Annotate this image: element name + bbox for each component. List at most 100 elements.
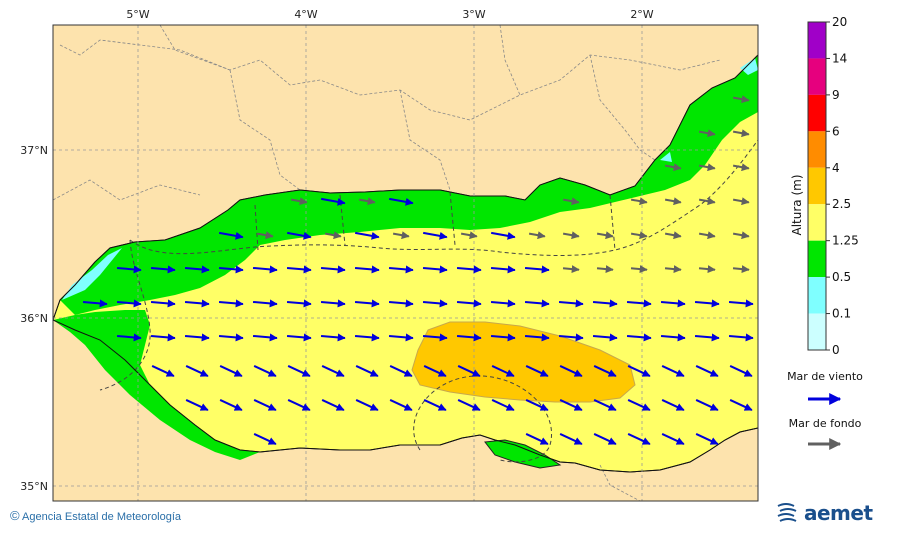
wind-sea-arrow-icon bbox=[524, 299, 550, 308]
wind-sea-arrow-icon bbox=[626, 333, 652, 342]
sea-orange-zone bbox=[411, 321, 636, 403]
colorbar-swatch bbox=[808, 277, 826, 314]
colorbar-level-label: 0.1 bbox=[832, 307, 851, 321]
wind-sea-arrow-icon bbox=[491, 231, 516, 240]
swell-arrow-icon bbox=[664, 197, 682, 206]
wind-sea-arrow-icon bbox=[287, 399, 311, 411]
lat-label-35n: 35°N bbox=[20, 480, 48, 493]
swell-arrow-icon bbox=[528, 231, 546, 240]
swell-arrow-icon bbox=[630, 197, 648, 206]
wind-sea-arrow-icon bbox=[286, 265, 312, 274]
map-frame bbox=[52, 24, 759, 502]
swell-arrow-icon bbox=[698, 265, 716, 274]
agency-name: Agencia Estatal de Meteorología bbox=[22, 511, 182, 523]
wind-sea-arrow-icon bbox=[218, 265, 244, 274]
wind-sea-arrow-icon bbox=[321, 365, 345, 377]
sea-green-north bbox=[60, 55, 758, 315]
wind-sea-arrow-icon bbox=[525, 399, 549, 411]
wind-sea-arrow-icon bbox=[116, 265, 142, 274]
wind-sea-arrow-icon bbox=[116, 299, 142, 308]
wind-sea-arrow-icon bbox=[456, 333, 482, 342]
wind-sea-arrow-icon bbox=[287, 365, 311, 377]
wind-sea-arrow-icon bbox=[694, 299, 720, 308]
swell-arrow-icon bbox=[324, 231, 342, 240]
swell-arrow-icon bbox=[596, 265, 614, 274]
wind-sea-arrow-icon bbox=[252, 265, 278, 274]
wind-sea-arrow-icon bbox=[490, 333, 516, 342]
wind-sea-arrow-icon bbox=[320, 333, 346, 342]
swell-arrow-icon bbox=[732, 95, 750, 104]
wind-sea-arrow-icon bbox=[695, 365, 719, 377]
lat-label-37n: 37°N bbox=[20, 144, 48, 157]
wind-sea-arrow-icon bbox=[354, 333, 380, 342]
colorbar-level-label: 2.5 bbox=[832, 197, 851, 211]
lat-label-36n: 36°N bbox=[20, 312, 48, 325]
wind-sea-arrow-icon bbox=[627, 433, 651, 445]
swell-arrow-icon bbox=[732, 129, 750, 138]
wind-sea-arrow-icon bbox=[184, 299, 210, 308]
aemet-logo: aemet bbox=[776, 500, 873, 526]
wind-sea-arrow-icon bbox=[525, 433, 549, 445]
colorbar-swatch bbox=[808, 204, 826, 241]
wind-sea-arrow-icon bbox=[491, 365, 515, 377]
arrow-legend: Mar de viento Mar de fondo bbox=[787, 370, 863, 450]
swell-arrow-icon bbox=[256, 231, 274, 240]
lon-label-3w: 3°W bbox=[462, 8, 485, 21]
wind-sea-arrow-icon bbox=[389, 365, 413, 377]
wind-sea-arrow-icon bbox=[116, 333, 142, 342]
wind-sea-arrow-icon bbox=[661, 433, 685, 445]
wind-sea-arrow-icon bbox=[661, 365, 685, 377]
colorbar-level-label: 6 bbox=[832, 124, 840, 138]
wind-sea-arrow-icon bbox=[219, 399, 243, 411]
wind-sea-arrow-icon bbox=[729, 399, 753, 411]
wind-sea-arrow-icon bbox=[627, 365, 651, 377]
wind-sea-arrow-icon bbox=[253, 365, 277, 377]
sea-green-south-patch bbox=[484, 439, 562, 469]
colorbar: 20 14 9 6 4 2.5 1.25 0.5 0.1 0 Altura (m) bbox=[790, 15, 859, 357]
wave-direction-arrows bbox=[82, 95, 754, 445]
wind-sea-arrow-icon bbox=[321, 399, 345, 411]
swell-arrow-icon bbox=[562, 197, 580, 206]
wind-sea-arrow-icon bbox=[593, 365, 617, 377]
wind-sea-arrow-icon bbox=[626, 299, 652, 308]
wind-sea-arrow-icon bbox=[388, 265, 414, 274]
colorbar-level-label: 0 bbox=[832, 343, 840, 357]
colorbar-swatch bbox=[808, 313, 826, 350]
wind-sea-arrow-icon bbox=[660, 333, 686, 342]
sea-cyan-patch-west bbox=[62, 248, 122, 300]
swell-arrow-icon bbox=[664, 265, 682, 274]
swell-arrow-icon bbox=[630, 231, 648, 240]
wind-sea-arrow-icon bbox=[457, 399, 481, 411]
wind-sea-arrow-icon bbox=[695, 433, 719, 445]
wind-sea-arrow-icon bbox=[150, 333, 176, 342]
wind-sea-arrow-icon bbox=[525, 365, 549, 377]
swell-arrow-icon bbox=[698, 163, 716, 172]
colorbar-level-label: 9 bbox=[832, 88, 840, 102]
wind-sea-arrow-icon bbox=[287, 231, 312, 240]
wind-sea-arrow-icon bbox=[185, 365, 209, 377]
wind-sea-arrow-icon bbox=[660, 299, 686, 308]
colorbar-level-label: 0.5 bbox=[832, 270, 851, 284]
swell-arrow-icon bbox=[358, 197, 376, 206]
wind-sea-arrow-icon bbox=[151, 365, 175, 377]
lon-label-2w: 2°W bbox=[630, 8, 653, 21]
wind-sea-arrow-icon bbox=[185, 399, 209, 411]
wind-sea-arrow-icon bbox=[184, 265, 210, 274]
wind-sea-arrow-icon bbox=[218, 299, 244, 308]
wind-sea-arrow-icon bbox=[422, 333, 448, 342]
wind-sea-arrow-icon bbox=[219, 365, 243, 377]
wind-sea-arrow-icon bbox=[593, 433, 617, 445]
wind-sea-arrow-icon bbox=[490, 299, 516, 308]
colorbar-swatch bbox=[808, 58, 826, 95]
aemet-logo-text: aemet bbox=[804, 501, 873, 525]
colorbar-level-label: 20 bbox=[832, 15, 847, 29]
wind-sea-arrow-icon bbox=[729, 365, 753, 377]
swell-arrow-icon bbox=[562, 265, 580, 274]
wind-sea-arrow-icon bbox=[728, 299, 754, 308]
land-borders bbox=[53, 25, 721, 501]
wind-sea-arrow-icon bbox=[389, 399, 413, 411]
wind-sea-arrow-icon bbox=[423, 231, 448, 240]
wind-sea-arrow-icon bbox=[253, 399, 277, 411]
wind-sea-arrow-icon bbox=[252, 299, 278, 308]
